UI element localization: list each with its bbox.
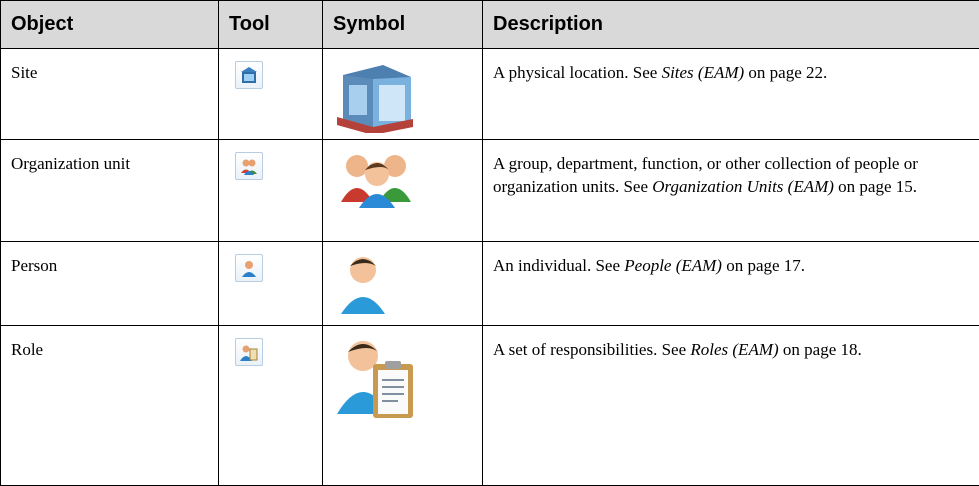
header-cell: Symbol xyxy=(323,1,483,49)
cross-reference[interactable]: Organization Units (EAM) xyxy=(652,177,834,196)
description-cell: A group, department, function, or other … xyxy=(483,140,979,242)
row: Person An individual. See People (EAM) o… xyxy=(1,242,979,326)
header-cell: Tool xyxy=(219,1,323,49)
tool-cell xyxy=(219,140,323,242)
tool-cell xyxy=(219,242,323,326)
description-cell: An individual. See People (EAM) on page … xyxy=(483,242,979,326)
symbol-cell xyxy=(323,49,483,140)
row: Role A set of responsibilities. See Role… xyxy=(1,326,979,486)
cross-reference[interactable]: People (EAM) xyxy=(624,256,722,275)
description-text: on page 18. xyxy=(779,340,862,359)
site-symbol xyxy=(333,57,417,133)
object-cell: Organization unit xyxy=(1,140,219,242)
header-row: Object Tool Symbol Description xyxy=(1,1,979,49)
header-cell: Object xyxy=(1,1,219,49)
symbol-cell xyxy=(323,140,483,242)
tool-icon[interactable] xyxy=(235,152,263,180)
tool-cell xyxy=(219,49,323,140)
description-text: An individual. See xyxy=(493,256,624,275)
description-text: A physical location. See xyxy=(493,63,662,82)
tool-icon[interactable] xyxy=(235,338,263,366)
row: Site A physical location. See Sites (EAM… xyxy=(1,49,979,140)
site-tool-icon xyxy=(240,66,258,84)
description-cell: A physical location. See Sites (EAM) on … xyxy=(483,49,979,140)
cross-reference[interactable]: Roles (EAM) xyxy=(690,340,778,359)
person-tool-icon xyxy=(240,259,258,277)
description-text: on page 15. xyxy=(834,177,917,196)
object-cell: Site xyxy=(1,49,219,140)
role-symbol xyxy=(333,334,423,420)
symbol-cell xyxy=(323,326,483,486)
tool-icon[interactable] xyxy=(235,61,263,89)
description-text: on page 22. xyxy=(744,63,827,82)
row: Organization unit A group, department, f… xyxy=(1,140,979,242)
role-tool-icon xyxy=(240,343,258,361)
symbol-cell xyxy=(323,242,483,326)
description-cell: A set of responsibilities. See Roles (EA… xyxy=(483,326,979,486)
person-symbol xyxy=(333,250,393,314)
object-cell: Role xyxy=(1,326,219,486)
description-text: A set of responsibilities. See xyxy=(493,340,690,359)
object-cell: Person xyxy=(1,242,219,326)
description-text: on page 17. xyxy=(722,256,805,275)
org-symbol xyxy=(333,148,423,208)
tool-cell xyxy=(219,326,323,486)
header-cell: Description xyxy=(483,1,979,49)
tool-icon[interactable] xyxy=(235,254,263,282)
cross-reference[interactable]: Sites (EAM) xyxy=(662,63,745,82)
org-tool-icon xyxy=(240,157,258,175)
